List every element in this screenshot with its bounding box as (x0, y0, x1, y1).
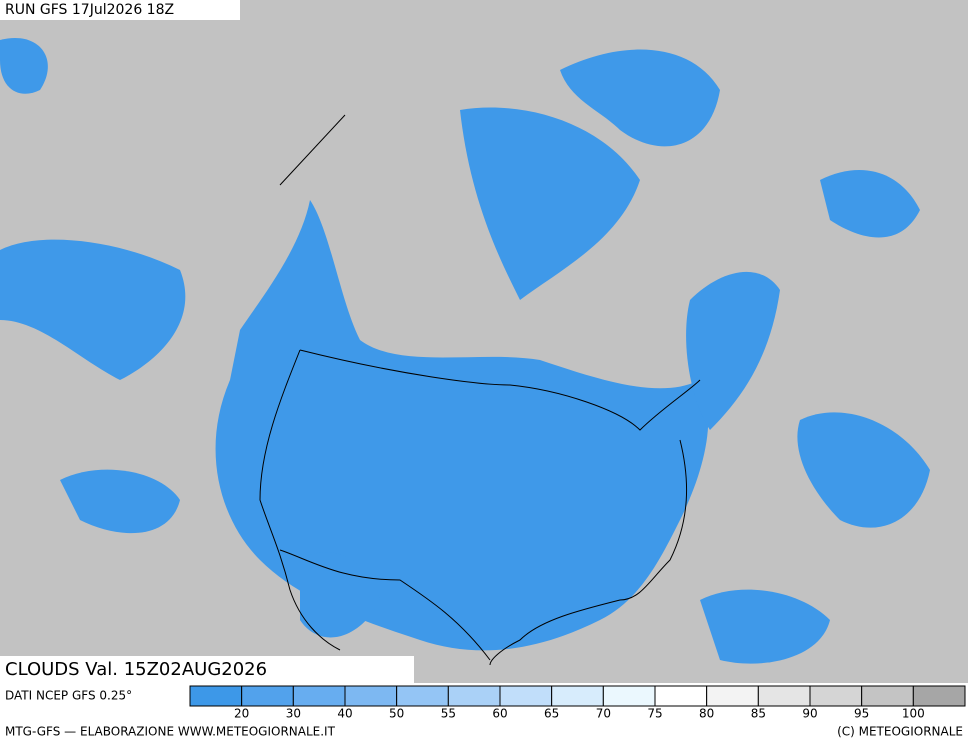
color-swatch (292, 685, 346, 707)
legend-label: 85 (751, 707, 766, 721)
legend-label: 40 (337, 707, 352, 721)
color-swatch (396, 685, 449, 707)
legend-label: 90 (802, 707, 817, 721)
color-swatch (912, 685, 966, 707)
footer-right: (C) METEOGIORNALE (837, 725, 963, 739)
color-swatch (861, 685, 914, 707)
legend-label: 60 (492, 707, 507, 721)
legend-label: 75 (647, 707, 662, 721)
color-swatch (447, 685, 501, 707)
color-swatch (602, 685, 656, 707)
cloud-areas (0, 38, 930, 664)
color-swatch (551, 685, 604, 707)
footer-left: MTG-GFS — ELABORAZIONE WWW.METEOGIORNALE… (5, 725, 336, 739)
legend-label: 20 (234, 707, 249, 721)
color-swatch (809, 685, 863, 707)
map (0, 0, 968, 683)
legend-label: 55 (441, 707, 456, 721)
legend-label: 80 (699, 707, 714, 721)
color-swatch (757, 685, 811, 707)
legend-label: 95 (854, 707, 869, 721)
color-swatch (654, 685, 708, 707)
color-swatch (706, 685, 759, 707)
run-label: RUN GFS 17Jul2026 18Z (5, 2, 174, 18)
header-box (0, 0, 240, 20)
color-swatch (241, 685, 294, 707)
legend-label: 65 (544, 707, 559, 721)
colorbar: 20 30 40 50 55 60 65 70 75 80 85 90 95 100 (189, 685, 966, 721)
map-title: CLOUDS Val. 15Z02AUG2026 (5, 659, 267, 680)
boundaries (259, 114, 701, 666)
legend-label: 70 (596, 707, 611, 721)
legend-label: 30 (286, 707, 301, 721)
legend-label: 50 (389, 707, 404, 721)
title-box (0, 656, 414, 683)
source-label: DATI NCEP GFS 0.25° (5, 689, 132, 703)
color-swatch (499, 685, 553, 707)
color-swatch (344, 685, 398, 707)
color-swatch (189, 685, 243, 707)
legend-label: 100 (902, 707, 925, 721)
